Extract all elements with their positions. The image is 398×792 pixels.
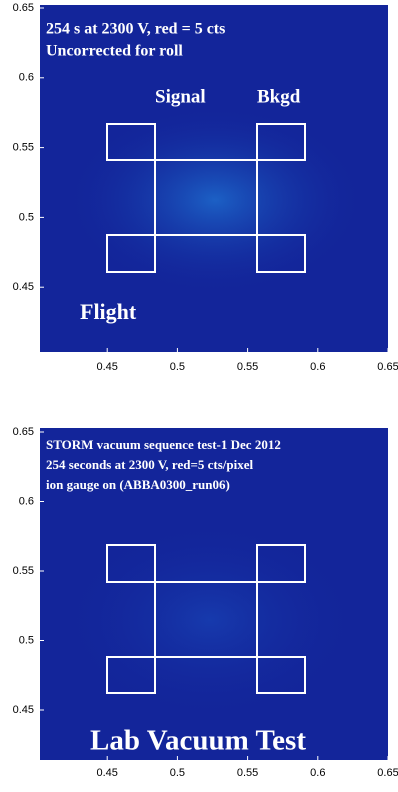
density-glow [60, 520, 360, 720]
annotation: 254 seconds at 2300 V, red=5 cts/pixel [46, 457, 253, 472]
y-tick-label: 0.55 [13, 142, 34, 154]
y-tick-label: 0.5 [19, 634, 34, 646]
x-tick-label: 0.5 [170, 361, 185, 373]
y-tick-label: 0.45 [13, 704, 34, 716]
box [106, 234, 156, 273]
y-tick-label: 0.65 [13, 426, 34, 438]
x-tick-label: 0.45 [96, 361, 117, 373]
y-tick-label: 0.6 [19, 495, 34, 507]
y-tick-label: 0.65 [13, 2, 34, 14]
region-boxes [106, 123, 306, 273]
annotation: Signal [155, 86, 206, 107]
box [106, 123, 156, 161]
annotation: STORM vacuum sequence test-1 Dec 2012 [46, 437, 281, 452]
box-links [154, 159, 258, 236]
box [106, 544, 156, 583]
x-tick-label: 0.55 [237, 767, 258, 779]
x-tick-label: 0.55 [237, 361, 258, 373]
y-tick-label: 0.55 [13, 565, 34, 577]
annotation: Lab Vacuum Test [90, 725, 306, 757]
y-tick-label: 0.5 [19, 211, 34, 223]
density-glow [65, 105, 365, 295]
box [256, 123, 306, 161]
annotation: Bkgd [257, 86, 301, 107]
box [256, 234, 306, 273]
x-tick-label: 0.5 [170, 767, 185, 779]
x-tick-label: 0.45 [96, 767, 117, 779]
x-tick-label: 0.6 [310, 361, 325, 373]
box-links [154, 581, 258, 658]
box [256, 656, 306, 694]
y-tick-label: 0.6 [19, 72, 34, 84]
annotation: ion gauge on (ABBA0300_run06) [46, 477, 230, 492]
annotation: 254 s at 2300 V, red = 5 cts [46, 21, 225, 38]
region-boxes [106, 544, 306, 694]
box [256, 544, 306, 583]
x-tick-label: 0.65 [377, 361, 398, 373]
x-tick-label: 0.65 [377, 767, 398, 779]
y-tick-label: 0.45 [13, 281, 34, 293]
annotation: Flight [80, 299, 137, 324]
box [106, 656, 156, 694]
annotation: Uncorrected for roll [46, 43, 183, 60]
x-tick-label: 0.6 [310, 767, 325, 779]
